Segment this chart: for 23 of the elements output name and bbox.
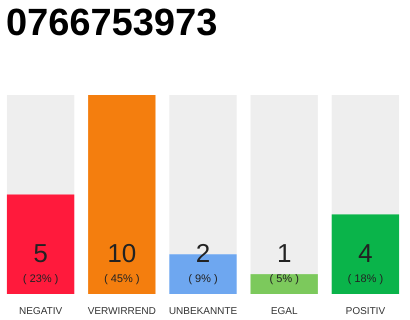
bar <box>332 95 400 214</box>
annotation: ( 9% ) <box>188 273 218 285</box>
bar <box>250 95 318 274</box>
data-label: 4 <box>358 238 373 268</box>
annotation: ( 5% ) <box>270 273 299 285</box>
bar <box>88 95 156 294</box>
bar <box>250 274 318 294</box>
bar <box>6 95 74 194</box>
bar <box>332 214 400 294</box>
x-tick-label: NEGATIV <box>19 306 63 317</box>
bar <box>6 194 74 294</box>
x-tick-label: EGAL <box>270 306 298 317</box>
x-tick-label: UNBEKANNTE <box>168 306 238 317</box>
annotation: ( 45% ) <box>104 273 140 285</box>
data-label: 10 <box>107 238 136 268</box>
annotation: ( 18% ) <box>348 273 384 285</box>
chart-title: 0766753973 <box>5 1 218 46</box>
x-tick-label: POSITIV <box>346 306 386 317</box>
data-label: 1 <box>276 238 292 268</box>
data-label: 5 <box>33 238 48 268</box>
x-tick-label: VERWIRREND <box>88 306 156 317</box>
annotation: ( 23% ) <box>22 273 58 285</box>
data-label: 2 <box>196 238 210 268</box>
